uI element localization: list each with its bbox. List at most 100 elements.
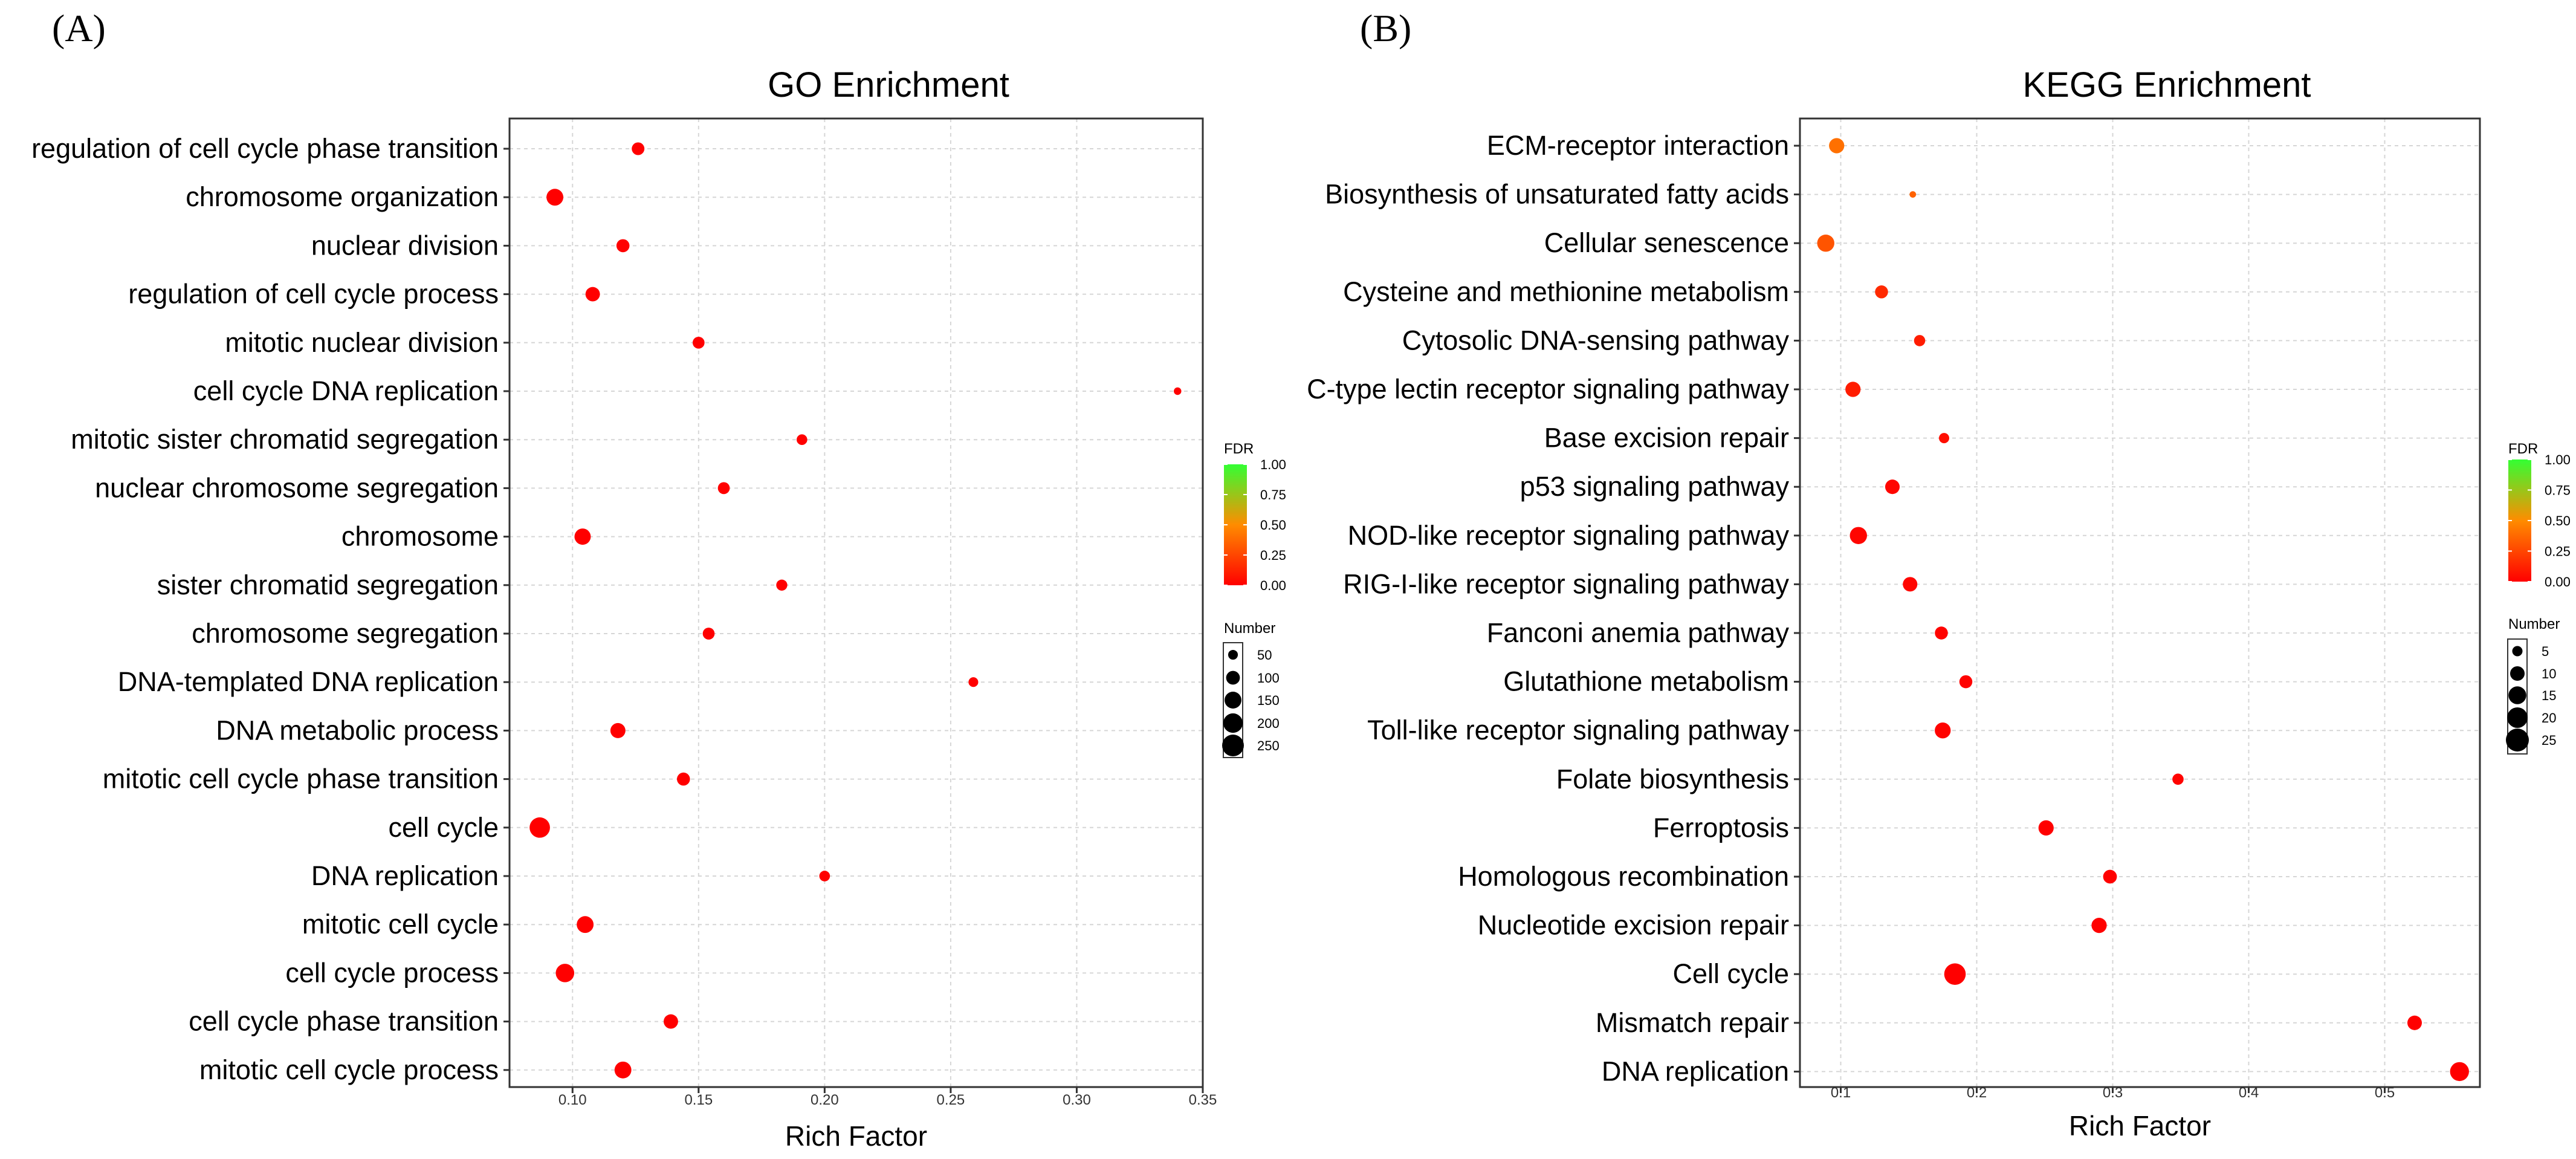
fdr-tick-label: 0.25 <box>1260 548 1286 563</box>
data-point <box>1939 433 1949 444</box>
data-point <box>632 142 645 155</box>
number-legend-label: 50 <box>1257 648 1272 663</box>
y-tick-label: Nucleotide excision repair <box>1478 910 1789 941</box>
y-tick-label: C-type lectin receptor signaling pathway <box>1307 374 1789 404</box>
data-point <box>676 772 690 786</box>
data-point <box>614 1061 632 1079</box>
number-legend-dot <box>2506 729 2529 752</box>
y-tick-label: Glutathione metabolism <box>1503 666 1789 697</box>
fdr-tick-label: 1.00 <box>1260 457 1286 472</box>
data-point <box>1909 191 1917 198</box>
chart-title: KEGG Enrichment <box>2022 65 2311 105</box>
data-point <box>692 336 705 349</box>
number-legend-title: Number <box>1224 620 1275 637</box>
data-point <box>2172 773 2184 785</box>
y-tick-label: Cell cycle <box>1672 958 1789 989</box>
plot-border <box>508 117 1204 1088</box>
y-tick-label: chromosome segregation <box>192 618 499 649</box>
data-point <box>585 287 600 302</box>
data-point <box>1914 335 1926 346</box>
number-legend-dot <box>2512 646 2523 657</box>
data-point <box>1885 479 1900 495</box>
y-tick-label: Homologous recombination <box>1458 861 1789 892</box>
y-tick-label: Cellular senescence <box>1544 227 1789 258</box>
fdr-tick-label: 0.50 <box>2545 513 2571 528</box>
data-point <box>1875 285 1888 299</box>
data-point <box>776 579 788 591</box>
y-tick-label: cell cycle <box>388 812 499 843</box>
kegg-enrichment-chart: KEGG Enrichment ECM-receptor interaction B… <box>1307 65 2571 1141</box>
y-tick-label: Fanconi anemia pathway <box>1487 617 1790 648</box>
data-point <box>968 677 979 687</box>
fdr-legend-title: FDR <box>1224 441 1254 457</box>
go-enrichment-chart: GO Enrichment regulation of cell cycle ph… <box>31 65 1286 1152</box>
data-point <box>1944 963 1966 985</box>
number-legend-box <box>2507 638 2528 755</box>
data-point <box>610 722 626 738</box>
x-tick-label: 0.30 <box>1063 1092 1091 1108</box>
number-legend-label: 10 <box>2542 666 2556 681</box>
number-legend-dot <box>1222 735 1244 756</box>
plot-border <box>1799 117 2481 1088</box>
fdr-tick-label: 1.00 <box>2545 452 2571 467</box>
number-legend-label: 25 <box>2542 733 2556 748</box>
plot-area <box>1800 118 2480 1087</box>
x-tick-label: 0.35 <box>1189 1092 1217 1108</box>
data-point <box>1935 626 1948 640</box>
number-legend-dot <box>2507 707 2528 728</box>
data-point <box>546 189 564 206</box>
y-tick-label: nuclear division <box>311 230 499 261</box>
panel-label-b: (B) <box>1360 7 1411 50</box>
y-tick-label: DNA replication <box>1602 1056 1789 1086</box>
y-tick-label: chromosome organization <box>186 181 499 212</box>
fdr-tick-label: 0.00 <box>1260 578 1286 593</box>
data-point <box>702 628 715 640</box>
y-tick-label: DNA metabolic process <box>216 715 499 745</box>
x-tick-label: 0.2 <box>1967 1085 1987 1101</box>
x-tick-label: 0.1 <box>1831 1085 1851 1101</box>
y-tick-label: cell cycle DNA replication <box>193 375 499 406</box>
y-tick-label: Cytosolic DNA-sensing pathway <box>1402 325 1790 355</box>
fdr-colorbar <box>2508 459 2531 582</box>
number-legend-label: 100 <box>1257 670 1280 686</box>
y-tick-label: Mismatch repair <box>1596 1007 1789 1038</box>
panel-label-a: (A) <box>52 7 106 50</box>
data-point <box>1903 577 1918 592</box>
y-tick-label: mitotic cell cycle process <box>199 1054 499 1085</box>
data-point <box>717 482 730 495</box>
number-legend-dot <box>2508 686 2526 704</box>
y-tick-label: Biosynthesis of unsaturated fatty acids <box>1325 179 1789 210</box>
y-tick-label: Base excision repair <box>1544 423 1789 453</box>
data-point <box>1845 381 1861 397</box>
x-tick-label: 0.5 <box>2375 1085 2395 1101</box>
data-point <box>2450 1062 2469 1082</box>
data-point <box>797 434 807 446</box>
number-legend-label: 200 <box>1257 716 1280 731</box>
y-tick-label: p53 signaling pathway <box>1520 471 1790 502</box>
y-tick-label: mitotic sister chromatid segregation <box>71 424 499 455</box>
data-point <box>2091 917 2107 933</box>
chart-title: GO Enrichment <box>768 65 1009 105</box>
y-tick-label: Toll-like receptor signaling pathway <box>1367 715 1789 745</box>
y-tick-label: Folate biosynthesis <box>1556 764 1789 794</box>
x-tick-label: 0.25 <box>937 1092 965 1108</box>
number-legend-dot <box>2510 666 2525 681</box>
x-tick-label: 0.3 <box>2103 1085 2123 1101</box>
y-tick-label: DNA-templated DNA replication <box>118 666 499 697</box>
y-tick-label: cell cycle phase transition <box>189 1006 499 1037</box>
data-point <box>1829 138 1845 154</box>
y-tick-label: ECM-receptor interaction <box>1487 130 1789 161</box>
y-tick-label: DNA replication <box>311 860 499 891</box>
fdr-tick-label: 0.75 <box>1260 487 1286 502</box>
data-point <box>1849 527 1867 545</box>
number-legend-label: 150 <box>1257 693 1280 708</box>
x-axis-title: Rich Factor <box>2069 1110 2211 1141</box>
fdr-tick-label: 0.75 <box>2545 483 2571 498</box>
data-point <box>819 871 830 881</box>
fdr-tick-label: 0.00 <box>2545 574 2571 589</box>
number-legend-dot <box>1225 692 1241 709</box>
number-legend-box <box>1223 642 1243 758</box>
y-tick-label: Ferroptosis <box>1653 812 1789 843</box>
y-tick-label: mitotic cell cycle <box>302 909 499 940</box>
y-tick-label: chromosome <box>341 521 499 552</box>
